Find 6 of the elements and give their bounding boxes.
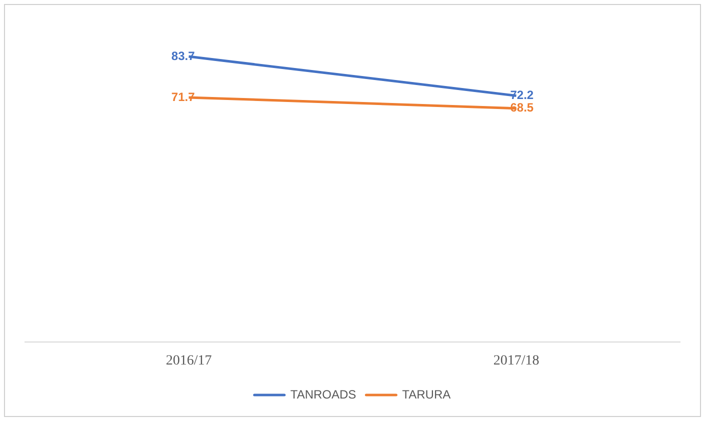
data-label: 83.7 (171, 48, 196, 63)
x-tick-label: 2016/17 (166, 353, 212, 368)
data-label: 72.2 (510, 88, 534, 102)
legend-label: TARURA (402, 387, 451, 402)
x-tick-label: 2017/18 (493, 353, 540, 368)
legend-label: TANROADS (290, 387, 356, 402)
